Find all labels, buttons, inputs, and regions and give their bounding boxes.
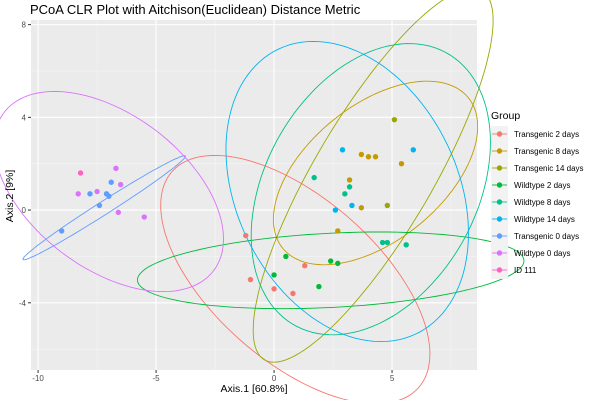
legend-item: Transgenic 2 days	[491, 126, 579, 143]
legend-key-point	[496, 199, 503, 205]
y-tick-label: -4	[19, 299, 27, 308]
legend-key-point	[496, 216, 503, 222]
data-point	[346, 177, 353, 183]
data-point	[335, 228, 341, 234]
data-point	[87, 191, 93, 197]
x-tick-label: 0	[272, 374, 277, 383]
data-point	[311, 174, 317, 181]
confidence-ellipse	[160, 154, 431, 400]
data-points	[58, 116, 416, 297]
data-point	[302, 262, 308, 269]
data-point	[316, 283, 322, 290]
data-point	[283, 253, 289, 260]
data-point	[372, 154, 379, 160]
x-axis-ticks: -10 -5 0 5	[32, 370, 395, 383]
legend-label: Wildtype 14 days	[514, 215, 575, 224]
data-point	[77, 170, 84, 176]
confidence-ellipse	[252, 0, 494, 363]
data-point	[339, 147, 346, 153]
legend-label: ID 111	[514, 266, 537, 275]
data-point	[115, 209, 122, 216]
y-tick-label: 8	[22, 21, 27, 30]
y-axis-title: Axis.2 [9%]	[4, 170, 16, 223]
data-point	[358, 205, 365, 211]
legend-key-point	[496, 131, 503, 137]
data-point	[391, 116, 398, 123]
legend-item: Wildtype 0 days	[491, 245, 570, 262]
data-point	[96, 202, 103, 209]
legend-items: Transgenic 2 days Transgenic 8 days Transg…	[491, 126, 584, 279]
confidence-ellipse	[22, 155, 186, 261]
data-point	[384, 202, 391, 209]
y-axis-ticks: -4 0 4 8	[19, 21, 31, 308]
data-point	[379, 239, 386, 246]
legend-key-point	[496, 250, 503, 256]
x-axis-title: Axis.1 [60.8%]	[220, 383, 287, 395]
legend-label: Transgenic 2 days	[514, 130, 579, 139]
legend-item: ID 111	[491, 262, 537, 279]
data-point	[75, 191, 81, 197]
legend-item: Wildtype 8 days	[491, 194, 570, 211]
legend-key-point	[496, 233, 503, 239]
data-point	[108, 179, 114, 185]
data-point	[94, 188, 100, 195]
data-point	[290, 290, 296, 297]
data-point	[271, 286, 277, 292]
data-point	[271, 272, 277, 278]
y-tick-label: 4	[22, 113, 27, 122]
data-point	[332, 207, 339, 213]
y-tick-label: 0	[22, 206, 27, 215]
confidence-ellipse	[250, 43, 491, 336]
x-tick-label: -5	[153, 374, 161, 383]
data-point	[335, 260, 341, 267]
x-tick-label: -10	[32, 374, 44, 383]
data-point	[403, 242, 409, 248]
legend-label: Transgenic 8 days	[514, 147, 579, 156]
confidence-ellipse	[272, 80, 479, 266]
data-point	[103, 191, 110, 197]
data-point	[342, 191, 348, 197]
data-point	[358, 151, 365, 158]
confidence-ellipses	[0, 0, 525, 400]
legend-label: Wildtype 2 days	[514, 181, 570, 190]
legend-key-point	[496, 182, 503, 188]
legend-label: Transgenic 0 days	[514, 232, 579, 241]
data-point	[243, 232, 249, 239]
legend-item: Transgenic 14 days	[491, 160, 584, 177]
data-point	[117, 181, 124, 188]
data-point	[410, 147, 416, 153]
data-point	[349, 202, 355, 209]
confidence-ellipse	[137, 231, 525, 310]
legend-key-point	[496, 148, 503, 154]
legend-label: Transgenic 14 days	[514, 164, 584, 173]
confidence-ellipse	[225, 40, 469, 343]
legend-item: Transgenic 8 days	[491, 143, 579, 160]
legend-item: Transgenic 0 days	[491, 228, 579, 245]
confidence-ellipse	[0, 90, 224, 293]
legend-label: Wildtype 8 days	[514, 198, 570, 207]
legend-item: Wildtype 2 days	[491, 177, 570, 194]
data-point	[141, 214, 147, 220]
chart-title: PCoA CLR Plot with Aitchison(Euclidean) …	[30, 2, 361, 17]
data-point	[113, 165, 119, 172]
grid-major-lines	[31, 20, 477, 370]
data-point	[247, 276, 254, 283]
legend-title: Group	[491, 110, 520, 122]
data-point	[384, 239, 391, 246]
x-tick-label: 5	[390, 374, 395, 383]
legend-key-point	[496, 267, 503, 273]
data-point	[327, 258, 334, 264]
data-point	[398, 161, 405, 167]
data-point	[346, 184, 353, 190]
legend-item: Wildtype 14 days	[491, 211, 575, 228]
data-point	[365, 154, 372, 160]
legend-key-point	[496, 165, 503, 171]
legend: Group Transgenic 2 days Transgenic 8 days…	[491, 110, 584, 279]
legend-label: Wildtype 0 days	[514, 249, 570, 258]
data-point	[58, 228, 65, 234]
